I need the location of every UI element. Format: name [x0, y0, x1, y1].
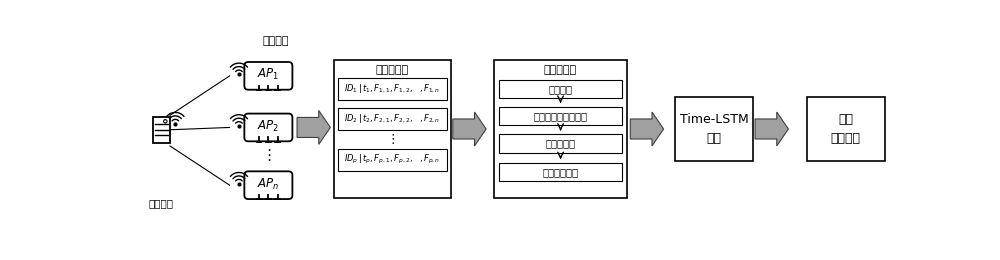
- Text: ⋮: ⋮: [386, 133, 399, 146]
- Text: 接收节点: 接收节点: [263, 36, 289, 46]
- Text: $ID_2\,|\,t_2, F_{2,1}, F_{2,2},\ \ ,F_{2,n}$: $ID_2\,|\,t_2, F_{2,1}, F_{2,2},\ \ ,F_{…: [344, 113, 441, 125]
- FancyBboxPatch shape: [244, 114, 292, 141]
- Text: $AP_{n}$: $AP_{n}$: [257, 177, 280, 192]
- Text: $ID_p\,|\,t_p, F_{p,1}, F_{p,2},\ \ ,F_{p,n}$: $ID_p\,|\,t_p, F_{p,1}, F_{p,2},\ \ ,F_{…: [344, 153, 440, 166]
- Bar: [675, 98, 753, 161]
- Bar: [338, 78, 447, 100]
- Text: 预测类别: 预测类别: [831, 132, 861, 145]
- Text: 原始数据集: 原始数据集: [376, 65, 409, 75]
- Text: ⋮: ⋮: [261, 148, 276, 163]
- Bar: [494, 60, 627, 198]
- Text: $AP_{1}$: $AP_{1}$: [257, 67, 279, 82]
- Text: 模型: 模型: [706, 132, 722, 145]
- Bar: [499, 134, 622, 153]
- Polygon shape: [630, 112, 664, 146]
- Polygon shape: [453, 112, 486, 146]
- Circle shape: [164, 120, 167, 123]
- Bar: [499, 80, 622, 98]
- Polygon shape: [755, 112, 788, 146]
- Text: 移动终端: 移动终端: [149, 198, 174, 208]
- Bar: [499, 163, 622, 181]
- Text: 输出: 输出: [838, 113, 853, 126]
- Text: 数据预处理: 数据预处理: [544, 65, 577, 75]
- Bar: [338, 149, 447, 171]
- Text: $ID_1\,|\,t_1, F_{1,1}, F_{1,2},\ \ ,F_{1,n}$: $ID_1\,|\,t_1, F_{1,1}, F_{1,2},\ \ ,F_{…: [344, 82, 441, 95]
- Text: 数据筛选: 数据筛选: [549, 84, 573, 94]
- FancyBboxPatch shape: [244, 62, 292, 90]
- Bar: [338, 108, 447, 130]
- Polygon shape: [297, 110, 330, 144]
- Bar: [499, 107, 622, 125]
- Text: Time-LSTM: Time-LSTM: [680, 113, 748, 126]
- Text: 均衡数据、扩充样本: 均衡数据、扩充样本: [534, 111, 588, 121]
- Text: $AP_{2}$: $AP_{2}$: [257, 119, 279, 134]
- Bar: [334, 60, 450, 198]
- Text: 归一化等处理: 归一化等处理: [543, 167, 579, 177]
- Text: 划分数据集: 划分数据集: [546, 139, 576, 149]
- Bar: [807, 98, 885, 161]
- Bar: [153, 117, 170, 143]
- FancyBboxPatch shape: [244, 171, 292, 199]
